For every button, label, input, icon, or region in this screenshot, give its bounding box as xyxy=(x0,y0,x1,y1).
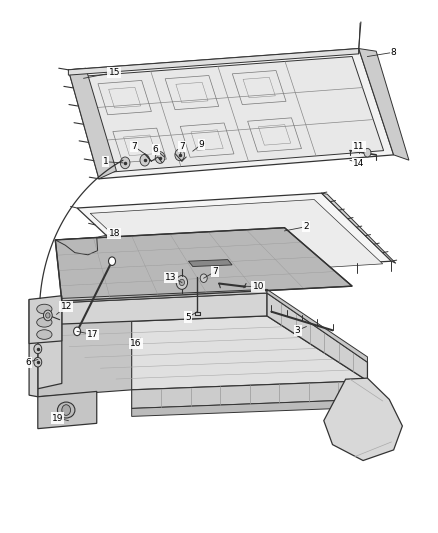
Polygon shape xyxy=(29,296,62,344)
Text: 9: 9 xyxy=(199,140,205,149)
Polygon shape xyxy=(90,199,383,278)
Text: 6: 6 xyxy=(153,145,159,154)
Circle shape xyxy=(34,358,42,367)
Circle shape xyxy=(176,276,187,289)
Circle shape xyxy=(179,279,184,286)
Text: 3: 3 xyxy=(295,326,300,335)
Circle shape xyxy=(43,310,52,321)
Polygon shape xyxy=(188,260,232,266)
Polygon shape xyxy=(68,49,359,75)
Text: 8: 8 xyxy=(391,48,396,56)
Polygon shape xyxy=(55,228,352,301)
Polygon shape xyxy=(132,399,367,416)
Polygon shape xyxy=(132,381,367,408)
Polygon shape xyxy=(38,289,267,304)
Text: 17: 17 xyxy=(87,330,98,339)
Polygon shape xyxy=(38,293,267,325)
Polygon shape xyxy=(77,193,392,276)
Text: 7: 7 xyxy=(131,142,137,151)
Text: 18: 18 xyxy=(109,229,120,238)
Text: 16: 16 xyxy=(130,339,142,348)
Polygon shape xyxy=(84,56,384,172)
Circle shape xyxy=(175,149,184,161)
Polygon shape xyxy=(267,289,367,362)
Text: 6: 6 xyxy=(25,358,31,367)
Text: 5: 5 xyxy=(186,312,191,321)
Text: 7: 7 xyxy=(212,268,218,276)
Polygon shape xyxy=(55,237,98,255)
Text: 2: 2 xyxy=(304,222,309,231)
Text: 10: 10 xyxy=(253,282,264,291)
Polygon shape xyxy=(38,316,367,390)
Text: 13: 13 xyxy=(165,273,177,281)
Text: 14: 14 xyxy=(353,159,364,168)
Polygon shape xyxy=(359,49,409,160)
Polygon shape xyxy=(321,193,396,263)
Ellipse shape xyxy=(57,402,75,418)
Text: 12: 12 xyxy=(60,302,72,311)
Circle shape xyxy=(200,274,207,282)
Ellipse shape xyxy=(37,330,52,340)
Polygon shape xyxy=(324,378,403,461)
Circle shape xyxy=(140,155,150,166)
Circle shape xyxy=(46,313,50,318)
Circle shape xyxy=(155,152,165,164)
Polygon shape xyxy=(29,300,38,397)
Text: 7: 7 xyxy=(179,142,185,151)
Ellipse shape xyxy=(37,304,52,314)
Circle shape xyxy=(74,327,81,336)
Text: 15: 15 xyxy=(109,68,120,77)
Text: 1: 1 xyxy=(102,157,108,166)
Circle shape xyxy=(120,157,130,168)
Text: 19: 19 xyxy=(52,414,63,423)
Polygon shape xyxy=(68,68,117,179)
Polygon shape xyxy=(38,391,97,429)
Circle shape xyxy=(34,344,42,354)
Circle shape xyxy=(62,405,71,415)
Polygon shape xyxy=(68,49,394,179)
Polygon shape xyxy=(267,293,367,381)
Circle shape xyxy=(109,257,116,265)
Circle shape xyxy=(364,149,371,157)
Text: 11: 11 xyxy=(353,142,364,151)
Ellipse shape xyxy=(37,318,52,327)
Polygon shape xyxy=(38,293,132,397)
Polygon shape xyxy=(38,300,62,389)
